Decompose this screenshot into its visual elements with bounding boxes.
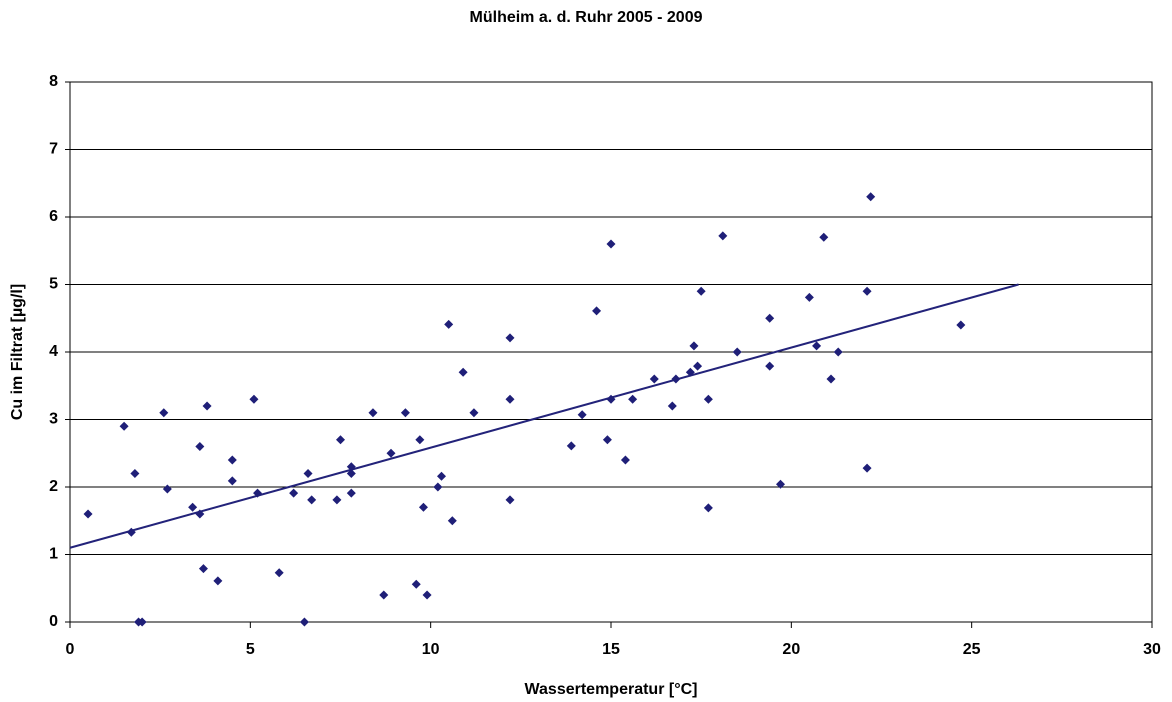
point	[368, 408, 378, 418]
point	[418, 502, 428, 512]
point	[130, 469, 140, 478]
y-tick-label: 5	[49, 276, 58, 293]
point	[505, 394, 515, 404]
x-tick-label: 25	[963, 641, 981, 658]
point	[346, 462, 356, 472]
point	[422, 590, 432, 600]
point	[505, 495, 515, 505]
point	[213, 576, 223, 586]
point	[826, 374, 836, 384]
point	[227, 455, 237, 465]
point	[606, 394, 616, 404]
point	[765, 313, 775, 323]
x-tick-label: 20	[782, 641, 800, 658]
point	[253, 488, 263, 498]
x-tick-label: 15	[602, 641, 620, 658]
point	[703, 394, 713, 404]
x-axis-label: Wassertemperatur [°C]	[525, 681, 698, 698]
point	[696, 286, 706, 296]
point	[693, 361, 703, 371]
point	[469, 408, 479, 418]
point	[628, 394, 638, 404]
point	[956, 320, 966, 330]
point	[137, 617, 147, 627]
point	[433, 482, 443, 492]
y-tick-label: 1	[49, 546, 58, 563]
point	[346, 488, 356, 498]
y-tick-label: 8	[49, 73, 58, 90]
point	[332, 495, 342, 505]
point	[447, 516, 457, 526]
point	[776, 479, 786, 489]
point	[198, 564, 208, 574]
point	[386, 448, 396, 458]
point	[866, 192, 876, 202]
y-tick-label: 7	[49, 141, 58, 158]
point	[649, 374, 659, 384]
point	[202, 401, 212, 411]
point	[833, 347, 843, 357]
point	[592, 306, 602, 316]
point	[689, 341, 699, 351]
point	[505, 333, 515, 343]
point	[718, 231, 728, 241]
point	[862, 463, 872, 473]
point	[289, 488, 299, 498]
point	[195, 509, 205, 519]
point	[606, 239, 616, 249]
point	[299, 617, 309, 627]
chart-title: Mülheim a. d. Ruhr 2005 - 2009	[470, 9, 703, 26]
y-tick-label: 4	[49, 343, 58, 360]
y-tick-label: 6	[49, 208, 58, 225]
x-tick-label: 10	[422, 641, 440, 658]
plot-frame	[69, 81, 1153, 623]
point	[444, 319, 454, 329]
point	[159, 408, 169, 418]
point	[126, 527, 136, 537]
point	[765, 361, 775, 371]
point	[227, 476, 237, 486]
point	[819, 232, 829, 242]
point	[188, 502, 198, 512]
x-tick-label: 30	[1143, 641, 1161, 658]
point	[703, 503, 713, 513]
y-axis-label: Cu im Filtrat [µg/l]	[9, 284, 26, 420]
point	[862, 286, 872, 296]
point	[458, 367, 468, 377]
point	[346, 469, 356, 478]
x-tick-label: 0	[66, 641, 75, 658]
point	[415, 435, 425, 445]
trend-line	[69, 283, 1019, 549]
point	[812, 341, 822, 351]
point	[83, 509, 93, 519]
point	[436, 471, 446, 481]
point	[307, 495, 317, 505]
point	[249, 394, 259, 404]
point	[303, 469, 313, 478]
point	[411, 579, 421, 589]
point	[119, 421, 129, 431]
point	[732, 347, 742, 357]
point	[379, 590, 389, 600]
point	[602, 435, 612, 445]
point	[685, 367, 695, 377]
point	[400, 408, 410, 418]
y-tick-label: 2	[49, 478, 58, 495]
point	[667, 401, 677, 411]
point	[162, 484, 172, 494]
point	[577, 410, 587, 420]
point	[804, 292, 814, 302]
point	[566, 441, 576, 451]
y-tick-label: 3	[49, 411, 58, 428]
point	[336, 435, 345, 445]
point	[620, 455, 630, 465]
point	[274, 568, 284, 578]
y-tick-label: 0	[49, 613, 58, 630]
point	[671, 374, 681, 384]
x-tick-label: 5	[246, 641, 255, 658]
point	[195, 442, 205, 451]
